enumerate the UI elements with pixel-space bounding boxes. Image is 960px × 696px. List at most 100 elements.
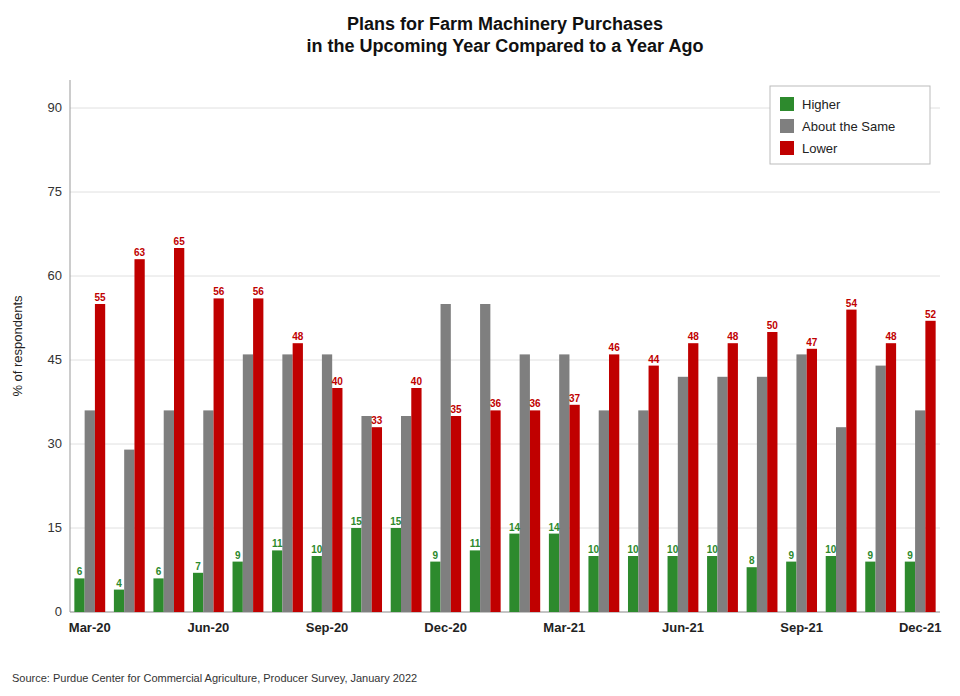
bar — [372, 427, 382, 612]
bar — [95, 304, 105, 612]
bar — [391, 528, 401, 612]
bar — [114, 590, 124, 612]
x-tick-label: Jun-21 — [662, 620, 704, 635]
bar — [688, 343, 698, 612]
data-label: 11 — [272, 538, 283, 549]
bar — [153, 578, 163, 612]
bar — [293, 343, 303, 612]
data-label: 47 — [806, 337, 818, 348]
bar — [836, 427, 846, 612]
data-label: 56 — [253, 286, 265, 297]
y-tick-label: 30 — [48, 436, 62, 451]
y-tick-label: 15 — [48, 520, 62, 535]
annotation: Source: Purdue Center for Commercial Agr… — [12, 672, 417, 684]
bar — [174, 248, 184, 612]
data-label: 44 — [648, 354, 660, 365]
legend-label: Higher — [802, 97, 841, 112]
data-label: 65 — [174, 236, 186, 247]
y-tick-label: 75 — [48, 184, 62, 199]
grid-line — [70, 276, 940, 277]
y-axis-line — [70, 80, 71, 612]
bar — [520, 354, 530, 612]
bar — [282, 354, 292, 612]
legend-box — [770, 86, 930, 164]
bar — [638, 410, 648, 612]
bar — [599, 410, 609, 612]
bar — [757, 377, 767, 612]
x-tick-label: Sep-21 — [780, 620, 823, 635]
data-label: 40 — [411, 376, 423, 387]
title-line: in the Upcoming Year Compared to a Year … — [307, 36, 704, 56]
data-label: 14 — [548, 522, 560, 533]
bar — [767, 332, 777, 612]
bar — [243, 354, 253, 612]
data-label: 15 — [351, 516, 363, 527]
bar — [747, 567, 757, 612]
y-tick-label: 45 — [48, 352, 62, 367]
bar — [85, 410, 95, 612]
data-label: 55 — [94, 292, 106, 303]
data-label: 33 — [371, 415, 383, 426]
legend-swatch — [780, 141, 794, 155]
bar — [193, 573, 203, 612]
bar — [332, 388, 342, 612]
data-label: 10 — [311, 544, 323, 555]
legend: HigherAbout the SameLower — [770, 86, 930, 164]
data-label: 46 — [609, 342, 621, 353]
title: Plans for Farm Machinery Purchasesin the… — [307, 14, 704, 56]
data-labels: 6467911101515911141410101010891099556365… — [77, 236, 937, 589]
data-label: 48 — [727, 331, 739, 342]
bar — [401, 416, 411, 612]
x-tick-label: Mar-21 — [543, 620, 585, 635]
bar — [807, 349, 817, 612]
bar — [490, 410, 500, 612]
legend-swatch — [780, 119, 794, 133]
bar — [925, 321, 935, 612]
data-label: 36 — [490, 398, 502, 409]
bar — [678, 377, 688, 612]
data-label: 36 — [529, 398, 541, 409]
bar — [411, 388, 421, 612]
grid — [70, 108, 940, 612]
data-label: 56 — [213, 286, 225, 297]
data-label: 6 — [156, 566, 162, 577]
bar — [826, 556, 836, 612]
title-line: Plans for Farm Machinery Purchases — [347, 14, 663, 34]
bar — [609, 354, 619, 612]
data-label: 35 — [450, 404, 462, 415]
data-label: 48 — [885, 331, 897, 342]
data-label: 52 — [925, 309, 937, 320]
bar — [480, 304, 490, 612]
bar — [717, 377, 727, 612]
bar — [649, 366, 659, 612]
bar — [134, 259, 144, 612]
y-axis-label: % of respondents — [10, 295, 25, 397]
bar — [549, 534, 559, 612]
bar — [430, 562, 440, 612]
bar — [74, 578, 84, 612]
legend-swatch — [780, 97, 794, 111]
data-label: 9 — [789, 550, 795, 561]
y-tick-label: 0 — [55, 604, 62, 619]
bar — [530, 410, 540, 612]
bar — [322, 354, 332, 612]
bar — [786, 562, 796, 612]
bar — [668, 556, 678, 612]
data-label: 50 — [767, 320, 779, 331]
bar — [588, 556, 598, 612]
data-label: 10 — [667, 544, 679, 555]
bar — [569, 405, 579, 612]
data-label: 10 — [825, 544, 837, 555]
data-label: 11 — [470, 538, 481, 549]
bar — [451, 416, 461, 612]
data-label: 9 — [235, 550, 241, 561]
data-label: 10 — [588, 544, 600, 555]
data-label: 63 — [134, 247, 146, 258]
x-tick-label: Mar-20 — [69, 620, 111, 635]
bar — [509, 534, 519, 612]
data-label: 9 — [868, 550, 874, 561]
bar — [707, 556, 717, 612]
bar — [559, 354, 569, 612]
data-label: 48 — [688, 331, 700, 342]
data-label: 37 — [569, 393, 581, 404]
